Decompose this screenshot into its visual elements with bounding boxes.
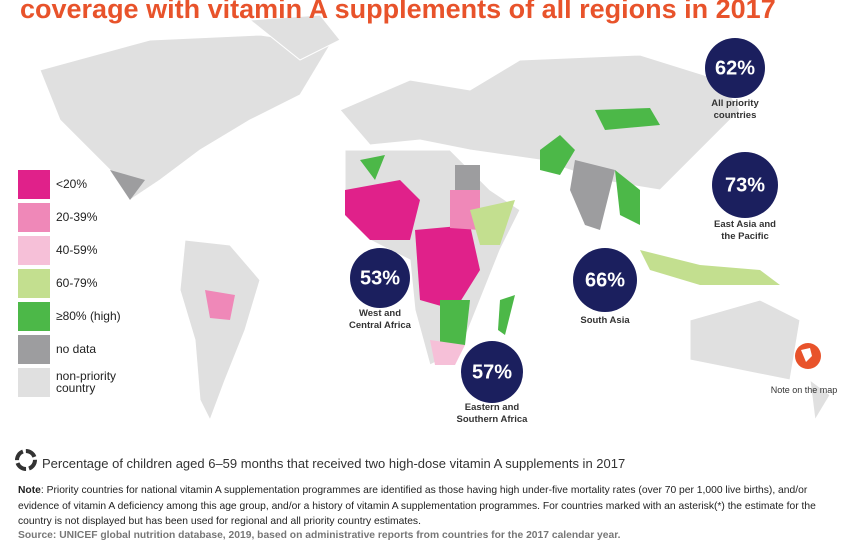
- note-label: Note: [18, 485, 41, 496]
- legend-label: non-priority country: [56, 369, 116, 395]
- title: coverage with vitamin A supplements of a…: [20, 0, 776, 24]
- region-label: Eastern and: [465, 402, 520, 413]
- region-label: All priority: [711, 98, 759, 109]
- legend-label-line: country: [56, 381, 95, 395]
- region-value: 62%: [715, 57, 755, 79]
- region-label: Central Africa: [349, 320, 412, 331]
- note: Note: Priority countries for national vi…: [18, 483, 850, 530]
- legend: <20% 20-39% 40-59% 60-79% ≥80% (high) no data…: [18, 170, 121, 397]
- legend-label: 40-59%: [56, 243, 98, 257]
- region-label: South Asia: [580, 315, 630, 326]
- caption-icon: [15, 449, 37, 471]
- legend-swatch: [18, 236, 50, 265]
- legend-swatch: [18, 368, 50, 397]
- region-bubble: [350, 248, 410, 308]
- source: Source: UNICEF global nutrition database…: [18, 530, 621, 541]
- region-label: East Asia and: [714, 219, 776, 230]
- region-label: countries: [714, 110, 757, 121]
- legend-swatch: [18, 170, 50, 199]
- region-value: 66%: [585, 269, 625, 291]
- caption: Percentage of children aged 6–59 months …: [42, 456, 626, 471]
- region-value: 53%: [360, 267, 400, 289]
- legend-label: <20%: [56, 177, 87, 191]
- map-note: Note on the map: [771, 385, 838, 395]
- region-label: the Pacific: [721, 231, 769, 242]
- legend-label: 20-39%: [56, 210, 98, 224]
- region-bubble: [712, 152, 778, 218]
- note-text: : Priority countries for national vitami…: [18, 485, 816, 527]
- legend-label: no data: [56, 342, 96, 356]
- legend-swatch: [18, 269, 50, 298]
- region-value: 73%: [725, 174, 765, 196]
- legend-label-line: non-priority: [56, 369, 116, 383]
- legend-swatch: [18, 203, 50, 232]
- legend-swatch: [18, 302, 50, 331]
- region-bubble: [573, 248, 637, 312]
- region-value: 57%: [472, 361, 512, 383]
- map-highlights: [110, 108, 780, 365]
- region-label: Southern Africa: [457, 414, 529, 425]
- region-label: West and: [359, 308, 401, 319]
- map-note-icon: [795, 343, 821, 369]
- legend-label: ≥80% (high): [56, 309, 121, 323]
- legend-label: 60-79%: [56, 276, 98, 290]
- legend-swatch: [18, 335, 50, 364]
- region-bubble: [461, 341, 523, 403]
- region-bubble: [705, 38, 765, 98]
